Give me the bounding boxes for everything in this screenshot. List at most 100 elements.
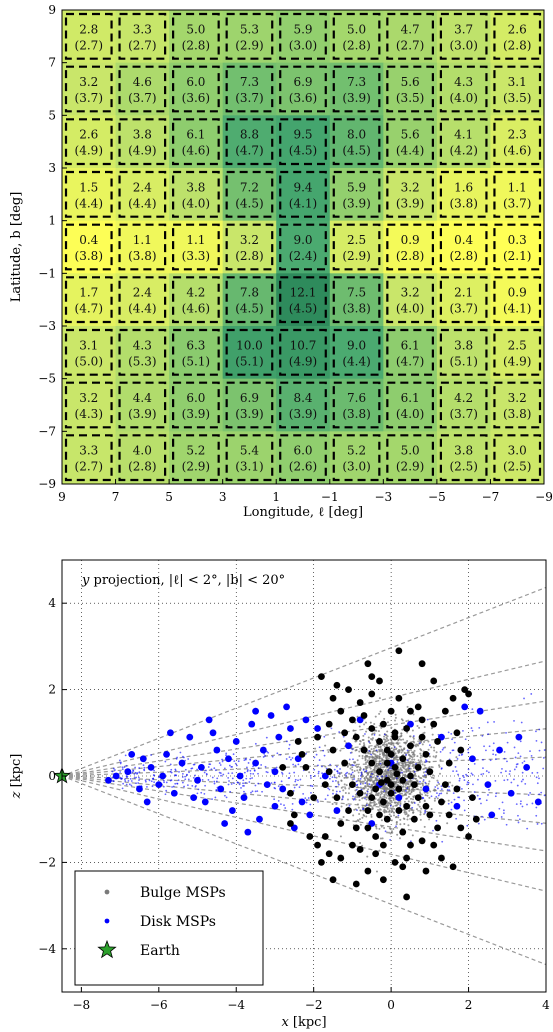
disk-background-dot	[381, 775, 383, 778]
bulge-background-dot	[383, 749, 386, 752]
heatmap-cell-error: (3.9)	[396, 196, 424, 210]
bulge-msp-point	[445, 811, 453, 819]
bulge-msp-point	[325, 720, 333, 728]
disk-background-dot	[481, 734, 484, 737]
bulge-background-dot	[389, 782, 392, 785]
bulge-background-dot	[357, 765, 360, 768]
disk-background-dot	[515, 803, 518, 805]
bulge-background-dot	[377, 730, 380, 733]
bulge-background-dot	[335, 803, 338, 806]
bulge-background-dot	[381, 776, 384, 779]
bulge-background-dot	[335, 776, 338, 779]
bulge-background-dot	[345, 818, 348, 821]
bulge-background-dot	[391, 776, 394, 779]
bulge-background-dot	[381, 778, 384, 781]
bulge-background-dot	[398, 750, 401, 753]
bulge-msp-point	[430, 720, 438, 728]
disk-background-dot	[487, 794, 489, 796]
heatmap-cell-border	[332, 328, 381, 376]
scatter-x-tick-label: 0	[387, 998, 395, 1012]
heatmap-cell	[329, 220, 384, 274]
heatmap-cell-border	[493, 170, 542, 218]
bulge-background-dot	[380, 759, 383, 762]
bulge-background-dot	[389, 778, 392, 781]
disk-background-dot	[518, 818, 521, 821]
bulge-background-dot	[361, 787, 364, 790]
disk-background-dot	[251, 777, 254, 779]
heatmap-cell	[222, 326, 277, 380]
disk-msp-point	[356, 716, 364, 724]
bulge-background-dot	[374, 745, 377, 748]
bulge-background-dot	[428, 818, 431, 821]
disk-background-dot	[421, 797, 424, 799]
disk-background-dot	[309, 784, 312, 787]
disk-background-dot	[520, 800, 522, 803]
bulge-background-dot	[408, 785, 411, 788]
disk-background-dot	[240, 787, 242, 789]
bulge-background-dot	[404, 742, 407, 745]
disk-background-dot	[144, 779, 147, 782]
bulge-msp-point	[364, 660, 372, 668]
heatmap-cell-error: (5.1)	[182, 354, 210, 368]
bulge-background-dot	[376, 744, 379, 747]
heatmap-cell	[436, 168, 491, 222]
heatmap-x-axis-label: Longitude, ℓ [deg]	[243, 505, 363, 520]
heatmap-cell-value: 6.1	[186, 128, 205, 142]
disk-background-dot	[125, 772, 128, 775]
bulge-msp-point	[422, 751, 430, 758]
bulge-background-dot	[370, 792, 373, 795]
bulge-background-dot	[413, 777, 416, 780]
disk-background-dot	[385, 783, 387, 785]
disk-msp-point	[294, 755, 302, 763]
bulge-background-dot	[406, 744, 409, 747]
heatmap-cell	[490, 220, 545, 274]
bulge-background-dot	[393, 811, 396, 814]
disk-background-dot	[383, 733, 386, 736]
disk-background-dot	[401, 771, 403, 774]
disk-background-dot	[492, 749, 495, 752]
bulge-background-dot	[366, 829, 369, 832]
bulge-background-dot	[390, 773, 393, 776]
bulge-msp-point	[403, 802, 411, 810]
heatmap-cell	[169, 62, 224, 116]
bulge-background-dot	[374, 729, 377, 732]
bulge-background-dot	[374, 761, 377, 764]
bulge-background-dot	[389, 738, 392, 741]
bulge-msp-point	[333, 681, 341, 689]
disk-background-dot	[387, 784, 390, 787]
bulge-background-dot	[405, 775, 408, 778]
disk-background-dot	[197, 779, 200, 782]
bulge-background-dot	[379, 808, 382, 811]
bulge-background-dot	[368, 803, 371, 806]
bulge-msp-point	[329, 746, 337, 754]
disk-background-dot	[313, 756, 316, 759]
disk-background-dot	[213, 767, 216, 770]
heatmap-cell-error: (3.8)	[342, 302, 370, 316]
disk-background-dot	[313, 768, 316, 771]
bulge-background-dot	[404, 754, 407, 757]
bulge-background-dot	[378, 785, 381, 788]
bulge-background-dot	[390, 734, 393, 737]
disk-background-dot	[458, 754, 461, 757]
disk-background-dot	[466, 781, 469, 784]
bulge-background-dot	[379, 749, 382, 752]
bulge-background-dot	[388, 751, 391, 754]
disk-msp-point	[271, 768, 279, 776]
bulge-msp-point	[321, 781, 329, 789]
bulge-background-dot	[403, 747, 406, 750]
disk-background-dot	[119, 761, 122, 764]
bulge-background-dot	[337, 780, 340, 783]
heatmap-y-tick-label: 3	[48, 161, 56, 175]
bulge-background-dot	[359, 781, 362, 784]
bulge-background-dot	[380, 819, 383, 822]
bulge-msp-point	[461, 686, 469, 693]
disk-background-dot	[136, 787, 139, 790]
bulge-background-dot	[395, 780, 398, 783]
bulge-background-dot	[378, 734, 381, 737]
disk-background-dot	[510, 781, 513, 784]
disk-background-dot	[311, 785, 314, 788]
bulge-background-dot	[428, 766, 431, 769]
bulge-background-dot	[395, 789, 398, 792]
bulge-background-dot	[359, 769, 362, 772]
disk-background-dot	[338, 772, 341, 774]
